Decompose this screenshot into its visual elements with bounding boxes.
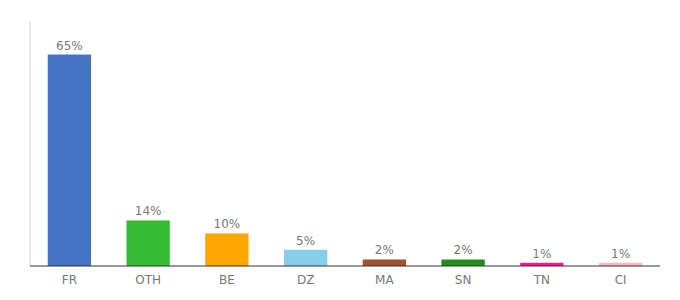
x-tick-label: DZ bbox=[297, 273, 314, 287]
chart-container: 65% 14% 10% 5% 2% 2% 1% 1% FR OTH BE DZ MA SN TN CI bbox=[0, 0, 680, 300]
data-label: 1% bbox=[532, 247, 551, 261]
data-label: 65% bbox=[56, 39, 83, 53]
x-tick-label: FR bbox=[62, 273, 77, 287]
data-label: 2% bbox=[454, 243, 473, 257]
data-label: 14% bbox=[135, 204, 162, 218]
x-axis-line bbox=[30, 266, 660, 267]
x-tick-label: CI bbox=[615, 273, 627, 287]
y-axis-line bbox=[30, 22, 31, 266]
data-label: 2% bbox=[375, 243, 394, 257]
bar bbox=[126, 220, 169, 266]
x-tick-label: OTH bbox=[135, 273, 161, 287]
bar bbox=[363, 259, 406, 266]
x-tick-label: BE bbox=[219, 273, 235, 287]
x-tick-label: TN bbox=[533, 273, 550, 287]
x-tick-label: MA bbox=[375, 273, 394, 287]
bar bbox=[205, 233, 248, 266]
bar bbox=[48, 55, 91, 266]
data-label: 10% bbox=[214, 217, 241, 231]
bar bbox=[284, 250, 327, 266]
data-label: 1% bbox=[611, 247, 630, 261]
chart: 65% 14% 10% 5% 2% 2% 1% 1% FR OTH BE DZ MA SN TN CI bbox=[0, 0, 680, 300]
x-tick-label: SN bbox=[455, 273, 472, 287]
bar bbox=[441, 259, 484, 266]
bars bbox=[48, 55, 643, 266]
data-label: 5% bbox=[296, 234, 315, 248]
